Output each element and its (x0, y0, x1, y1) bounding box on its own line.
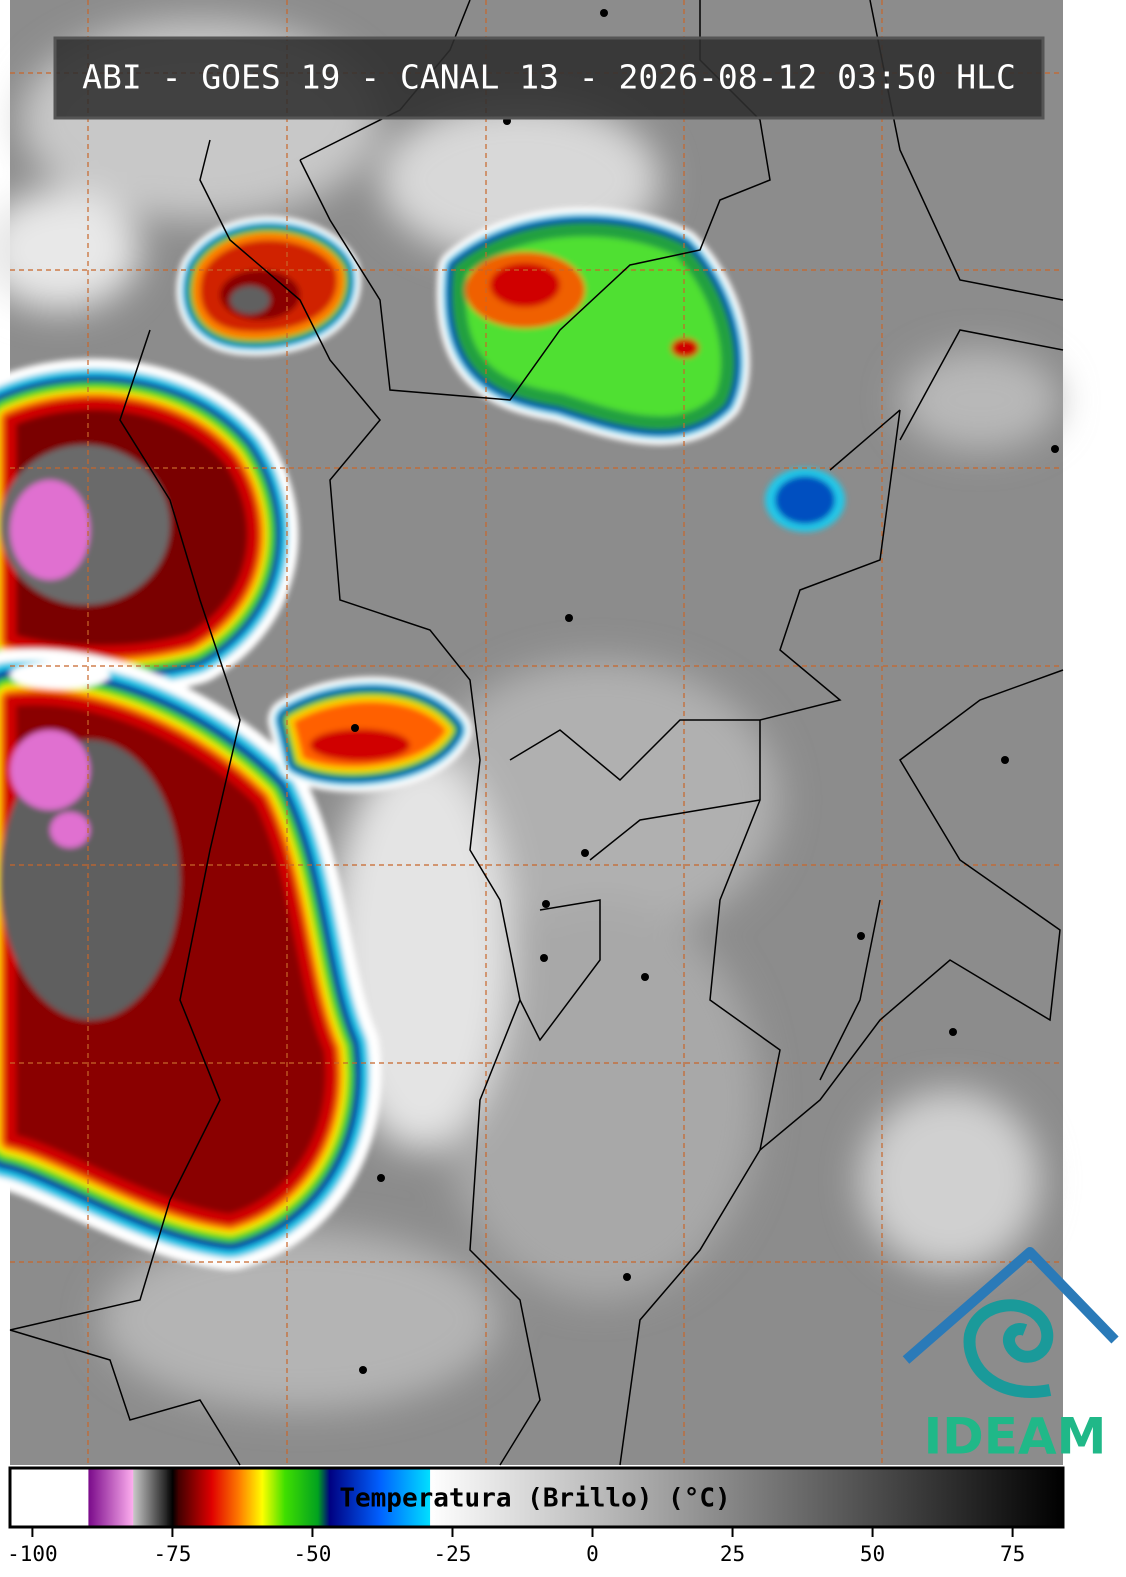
logo-text: IDEAM (924, 1408, 1107, 1466)
colorbar-segment (166, 1468, 173, 1527)
tick-label: -25 (434, 1542, 472, 1566)
convective-clouds (0, 230, 845, 1220)
tick-label: -75 (153, 1542, 191, 1566)
colorbar-segment (88, 1468, 134, 1527)
tick-label: -50 (293, 1542, 331, 1566)
satellite-map (0, 0, 1064, 1466)
colorbar (10, 1468, 1064, 1527)
tick-label: 75 (1000, 1542, 1025, 1566)
title: ABI - GOES 19 - CANAL 13 - 2026-08-12 03… (82, 58, 1016, 97)
colorbar-segment (318, 1468, 330, 1527)
tick-label: -100 (7, 1542, 58, 1566)
colorbar-segment (329, 1468, 381, 1527)
colorbar-segment (239, 1468, 263, 1527)
colorbar-label: Temperatura (Brillo) (°C) (339, 1484, 730, 1514)
colorbar-segment (430, 1468, 1064, 1527)
title-box (53, 36, 1045, 120)
colorbar-segment (133, 1468, 168, 1527)
tick-label: 0 (586, 1542, 599, 1566)
colorbar-frame (8, 1466, 1065, 1529)
logo: IDEAM (902, 1247, 1119, 1466)
city-markers (351, 9, 1059, 1374)
colorbar-segment (178, 1468, 213, 1527)
colorbar-segment (172, 1468, 179, 1527)
colorbar-segment (10, 1468, 89, 1527)
tick-label: 25 (720, 1542, 745, 1566)
colorbar-segment (211, 1468, 241, 1527)
tick-label: 50 (860, 1542, 885, 1566)
colorbar-segment (284, 1468, 319, 1527)
colorbar-segment (379, 1468, 431, 1527)
colorbar-segment (262, 1468, 285, 1527)
